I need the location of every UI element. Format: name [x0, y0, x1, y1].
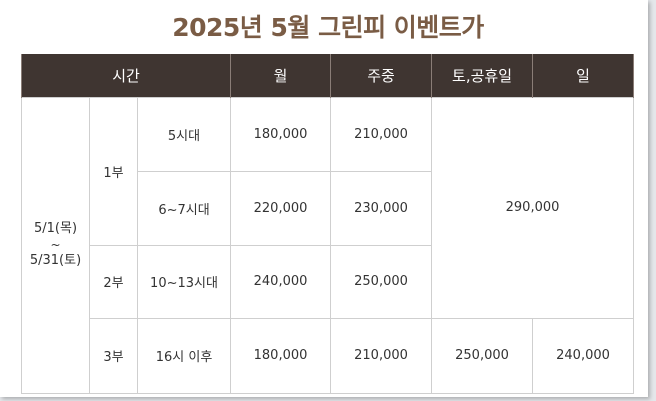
- header-weekday: 월: [230, 54, 332, 97]
- header-sat-holiday: 토,공휴일: [431, 54, 534, 97]
- table-header-row: 시간 월 주중 토,공휴일 일: [20, 54, 635, 97]
- time-slot: 16시 이후: [136, 317, 232, 394]
- price-sat-holiday: 250,000: [431, 317, 534, 394]
- header-sunday: 일: [532, 54, 635, 97]
- green-fee-table: 시간 월 주중 토,공휴일 일 5/1(목) ~ 5/31(토) 1부 5시대 …: [20, 54, 635, 394]
- price-weekday: 220,000: [230, 170, 332, 246]
- price-midweek: 210,000: [330, 96, 433, 172]
- price-weekday: 240,000: [230, 244, 332, 319]
- price-weekday: 180,000: [230, 317, 332, 394]
- table-row: 3부 16시 이후 180,000 210,000 250,000 240,00…: [22, 317, 635, 394]
- price-midweek: 230,000: [330, 170, 433, 246]
- price-weekend-merged: 290,000: [431, 96, 635, 319]
- price-weekday: 180,000: [230, 96, 332, 172]
- table-row: 6~7시대 220,000 230,000: [22, 170, 634, 246]
- part-1: 1부: [89, 96, 138, 246]
- price-sunday: 240,000: [532, 317, 635, 394]
- time-slot: 10~13시대: [136, 244, 232, 319]
- table-row: 5/1(목) ~ 5/31(토) 1부 5시대 180,000 210,000 …: [21, 96, 635, 394]
- header-time: 시간: [20, 54, 232, 97]
- time-slot: 5시대: [136, 96, 232, 172]
- period-start: 5/1(목): [33, 221, 78, 236]
- header-midweek: 주중: [330, 54, 433, 97]
- table-row: 2부 10~13시대 240,000 250,000: [22, 244, 634, 319]
- page-title: 2025년 5월 그린피 이벤트가: [172, 13, 484, 42]
- price-midweek: 210,000: [330, 317, 433, 394]
- period-tilde: ~: [50, 238, 61, 252]
- period-end: 5/31(토): [29, 253, 82, 268]
- period-cell: 5/1(목) ~ 5/31(토): [21, 96, 90, 394]
- part-3: 3부: [89, 317, 138, 394]
- part-2: 2부: [89, 244, 138, 319]
- time-slot: 6~7시대: [136, 170, 232, 246]
- price-midweek: 250,000: [330, 244, 433, 319]
